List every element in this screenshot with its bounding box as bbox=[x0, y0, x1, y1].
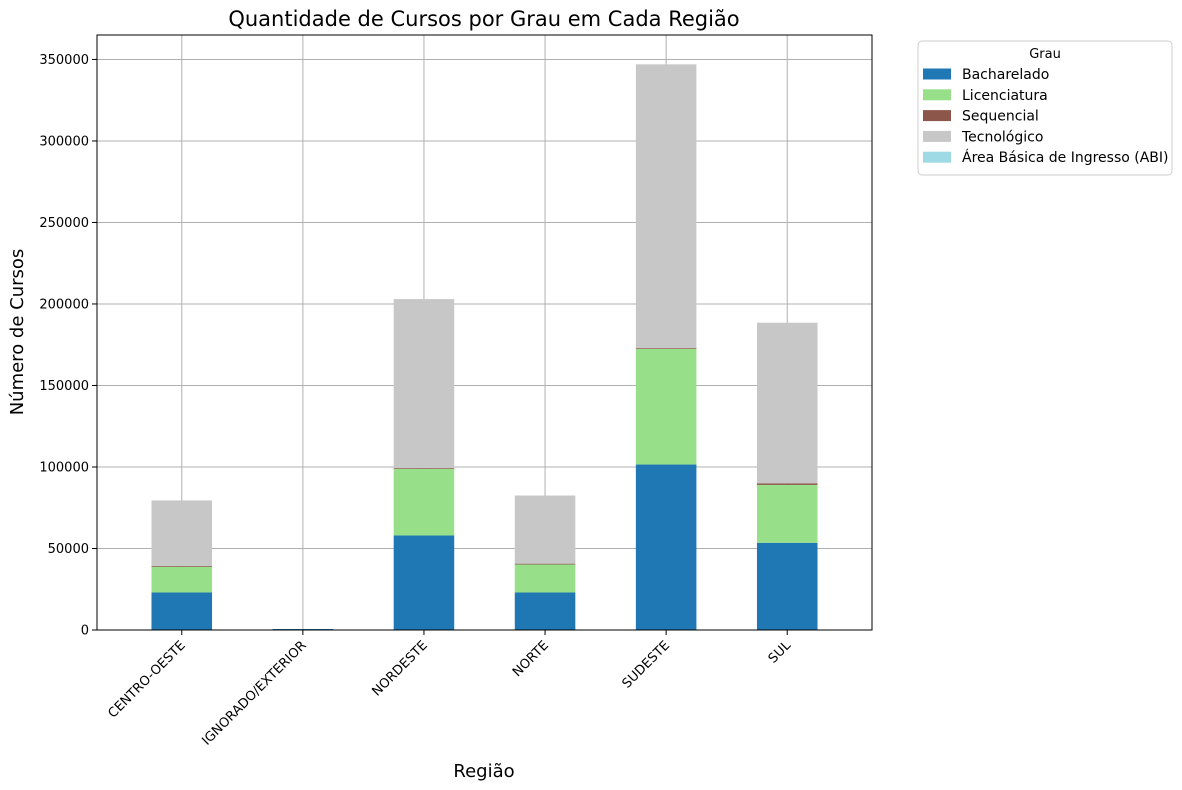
bar-segment bbox=[514, 563, 576, 565]
legend: Grau Bacharelado Licenciatura Sequencial Te… bbox=[917, 40, 1173, 176]
y-tick-label: 0 bbox=[81, 624, 89, 639]
bar-segment bbox=[635, 64, 697, 349]
legend-items: Bacharelado Licenciatura Sequencial Tecnoló… bbox=[923, 67, 1169, 166]
bar-segment bbox=[635, 348, 697, 349]
bar-segment bbox=[514, 592, 576, 630]
bar-segment bbox=[393, 299, 455, 469]
bar-segment bbox=[393, 535, 455, 630]
bar-segment bbox=[151, 566, 213, 593]
legend-label: Área Básica de Ingresso (ABI) bbox=[962, 149, 1169, 166]
y-tick-label: 300000 bbox=[39, 134, 89, 149]
y-tick-label: 250000 bbox=[39, 216, 89, 231]
legend-swatch bbox=[923, 110, 951, 122]
legend-swatch bbox=[923, 89, 951, 101]
bar-segment bbox=[393, 468, 455, 469]
y-tick-label: 100000 bbox=[39, 460, 89, 475]
bar-segment bbox=[756, 484, 818, 543]
legend-swatch bbox=[923, 151, 951, 163]
bar-segment bbox=[151, 592, 213, 630]
bar-segment bbox=[393, 468, 455, 536]
chart-title: Quantidade de Cursos por Grau em Cada Re… bbox=[228, 7, 739, 31]
bar-segment bbox=[514, 563, 576, 593]
y-tick-label: 200000 bbox=[39, 297, 89, 312]
bars bbox=[151, 64, 818, 630]
legend-label: Bacharelado bbox=[962, 67, 1049, 83]
legend-label: Sequencial bbox=[962, 109, 1039, 125]
legend-swatch bbox=[923, 130, 951, 142]
y-tick-label: 150000 bbox=[39, 379, 89, 394]
legend-frame bbox=[917, 40, 1173, 176]
plot-frame bbox=[96, 34, 873, 631]
bar-segment bbox=[151, 500, 213, 567]
y-tick-label: 350000 bbox=[39, 53, 89, 68]
x-axis-title: Região bbox=[453, 761, 514, 782]
legend-label: Licenciatura bbox=[962, 88, 1048, 104]
legend-swatch bbox=[923, 68, 951, 80]
bar-segment bbox=[635, 464, 697, 630]
bar-segment bbox=[756, 542, 818, 630]
bar-segment bbox=[514, 495, 576, 564]
y-axis-title: Número de Cursos bbox=[7, 249, 28, 416]
bar-segment bbox=[635, 348, 697, 465]
bar-segment bbox=[756, 483, 818, 485]
legend-title: Grau bbox=[1029, 47, 1061, 62]
bar-segment bbox=[151, 566, 213, 567]
bar-segment bbox=[756, 322, 818, 484]
legend-label: Tecnológico bbox=[961, 129, 1043, 145]
y-tick-label: 50000 bbox=[48, 542, 89, 557]
